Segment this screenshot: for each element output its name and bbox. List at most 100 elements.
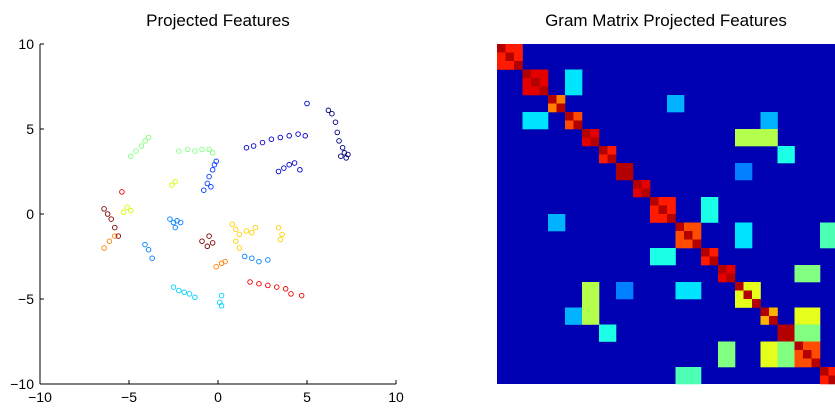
- heatmap-cell: [565, 69, 574, 79]
- scatter-point: [241, 253, 248, 260]
- heatmap-cell: [556, 222, 566, 232]
- heatmap-cell: [803, 316, 812, 325]
- scatter-point: [243, 144, 250, 151]
- scatter-point: [291, 160, 298, 166]
- scatter-point: [106, 238, 113, 244]
- heatmap-cell: [718, 273, 727, 283]
- heatmap-cell: [522, 112, 532, 121]
- heatmap-cell: [650, 248, 659, 257]
- heatmap-cell: [735, 137, 744, 147]
- scatter-point: [204, 243, 211, 250]
- heatmap-cell: [692, 239, 702, 249]
- heatmap-cell: [590, 137, 600, 147]
- heatmap-cell: [522, 78, 532, 87]
- heatmap-cell: [803, 273, 812, 283]
- x-tick-label: −5: [121, 389, 137, 405]
- heatmap-cell: [531, 86, 540, 96]
- heatmap-cell: [735, 222, 744, 232]
- heatmap-cell: [675, 290, 685, 300]
- heatmap-cell: [769, 129, 778, 138]
- heatmap-cell: [556, 95, 566, 104]
- scatter-point: [256, 280, 262, 287]
- scatter-point: [145, 246, 152, 253]
- scatter-point: [167, 216, 173, 222]
- scatter-point: [204, 180, 211, 187]
- heatmap-cell: [599, 324, 608, 334]
- heatmap-cell: [718, 350, 727, 359]
- heatmap-cell: [743, 299, 753, 308]
- heatmap-cell: [718, 265, 727, 274]
- scatter-point: [252, 224, 259, 231]
- scatter-point: [229, 221, 235, 227]
- heatmap-cell: [539, 112, 549, 121]
- heatmap-cell: [803, 324, 812, 334]
- heatmap-cell: [684, 290, 693, 300]
- heatmap-cell: [760, 120, 770, 130]
- heatmap-cell: [803, 265, 812, 274]
- scatter-point: [277, 236, 284, 243]
- heatmap-cell: [735, 163, 744, 172]
- heatmap-cell: [735, 129, 744, 138]
- heatmap-cell: [531, 69, 540, 79]
- heatmap-cell: [684, 282, 693, 291]
- heatmap-cell: [624, 290, 634, 300]
- heatmap-cell: [675, 282, 685, 291]
- heatmap-cell: [709, 214, 719, 223]
- heatmap-cell: [658, 214, 668, 223]
- heatmap-cell: [726, 341, 736, 351]
- heatmap-cell: [709, 205, 719, 215]
- heatmap-cell: [803, 307, 812, 317]
- heatmap-cell: [735, 171, 744, 181]
- heatmap-cell: [820, 239, 829, 249]
- heatmap-cell: [582, 137, 591, 147]
- heatmap-cell: [548, 222, 557, 232]
- heatmap-cell: [743, 239, 753, 249]
- heatmap-cell: [675, 103, 685, 113]
- scatter-point: [256, 258, 262, 265]
- heatmap-cell: [565, 120, 574, 130]
- heatmap-cell: [811, 341, 821, 351]
- heatmap-cell: [667, 256, 676, 266]
- heatmap-cell: [794, 358, 804, 368]
- heatmap-cell: [769, 137, 778, 147]
- scatter-point: [112, 233, 118, 239]
- heatmap-cell: [539, 78, 549, 87]
- scatter-point: [115, 233, 122, 239]
- heatmap-cell: [650, 214, 659, 223]
- scatter-point: [112, 224, 118, 231]
- heatmap-cell: [684, 231, 693, 240]
- scatter-point: [279, 231, 285, 238]
- heatmap-cell: [590, 307, 600, 317]
- heatmap-cell: [616, 171, 625, 181]
- heatmap-cell: [675, 95, 685, 104]
- heatmap-cell: [760, 307, 770, 317]
- scatter-point: [338, 153, 344, 159]
- heatmap-cell: [701, 205, 710, 215]
- scatter-point: [101, 206, 107, 212]
- heatmap-cell: [667, 248, 676, 257]
- heatmap-cell: [760, 316, 770, 325]
- scatter-point: [133, 148, 139, 154]
- scatter-point: [265, 282, 271, 289]
- heatmap-cell: [650, 256, 659, 266]
- scatter-point: [250, 143, 257, 149]
- heatmap-cell: [658, 205, 668, 215]
- heatmap-cell: [701, 197, 710, 206]
- heatmap-cell: [769, 358, 778, 368]
- y-tick-label: 0: [26, 206, 34, 222]
- scatter-point: [302, 133, 308, 139]
- scatter-point: [124, 204, 130, 210]
- heatmap-cell: [565, 307, 574, 317]
- heatmap-cell: [641, 188, 651, 198]
- heatmap-cell: [760, 350, 770, 359]
- scatter-point: [172, 224, 179, 231]
- heatmap-cell: [777, 146, 787, 155]
- heatmap-cell: [607, 146, 617, 155]
- heatmap-cell: [803, 333, 812, 342]
- scatter-point: [282, 286, 289, 292]
- scatter-point: [199, 146, 205, 153]
- heatmap-cell: [769, 316, 778, 325]
- heatmap-cell: [667, 197, 676, 206]
- heatmap-cell: [760, 341, 770, 351]
- scatter-point: [142, 138, 148, 144]
